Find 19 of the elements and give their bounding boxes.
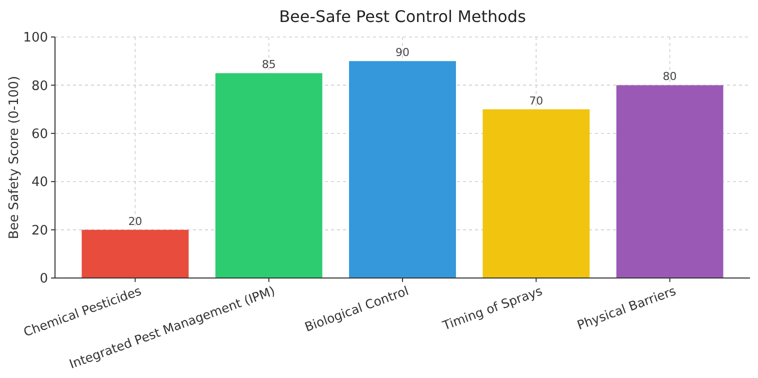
x-tick-label: Timing of Sprays xyxy=(440,282,544,334)
y-tick-label: 60 xyxy=(31,126,48,142)
data-label: 70 xyxy=(529,94,544,108)
data-label: 90 xyxy=(396,46,410,60)
bar xyxy=(82,230,189,278)
chart-title: Bee-Safe Pest Control Methods xyxy=(279,7,526,26)
y-tick-label: 0 xyxy=(40,272,48,287)
y-tick-label: 100 xyxy=(23,30,48,46)
bar xyxy=(215,73,322,278)
y-axis-title: Bee Safety Score (0-100) xyxy=(7,76,22,240)
data-label: 80 xyxy=(662,70,677,84)
bar xyxy=(616,85,724,278)
y-tick-label: 20 xyxy=(31,223,48,238)
y-tick-label: 40 xyxy=(31,175,48,190)
bar xyxy=(349,61,456,278)
data-label: 85 xyxy=(262,58,276,72)
bar xyxy=(482,109,590,278)
y-tick-label: 80 xyxy=(31,78,48,94)
data-label: 20 xyxy=(128,214,142,228)
